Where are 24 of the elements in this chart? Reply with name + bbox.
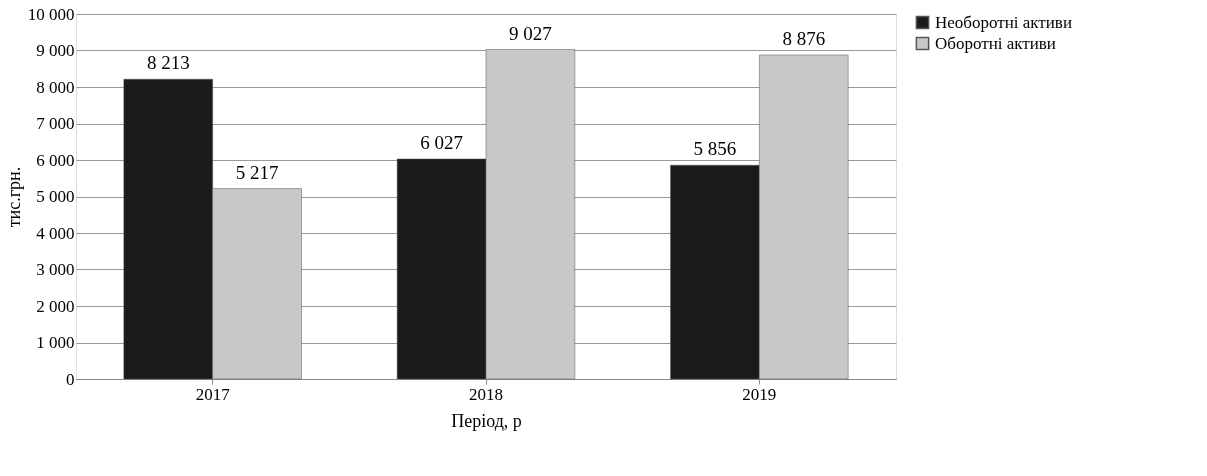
data-label: 8 876 xyxy=(782,28,826,50)
y-tick-label: 7 000 xyxy=(36,114,75,133)
y-tick-label: 2 000 xyxy=(36,296,75,316)
x-tick-label: 2017 xyxy=(195,384,231,404)
data-label: 5 856 xyxy=(693,138,737,160)
legend-label: Оборотні активи xyxy=(935,33,1056,53)
y-tick-label: 10 000 xyxy=(27,4,75,24)
legend-label: Необоротні активи xyxy=(935,12,1072,32)
data-label: 6 027 xyxy=(420,132,463,154)
data-label: 5 217 xyxy=(235,161,279,183)
y-tick-label: 5 000 xyxy=(36,187,75,206)
data-label: 8 213 xyxy=(146,52,190,74)
data-label: 9 027 xyxy=(509,22,552,44)
x-axis-title: Період, р xyxy=(451,410,522,431)
y-tick-label: 1 000 xyxy=(36,333,75,352)
x-tick-label: 2019 xyxy=(742,384,777,404)
y-tick-label: 8 000 xyxy=(36,77,75,97)
y-tick-label: 0 xyxy=(66,369,75,389)
y-tick-label: 3 000 xyxy=(36,260,75,279)
y-tick-label: 9 000 xyxy=(36,41,75,60)
x-tick-label: 2018 xyxy=(469,384,503,404)
y-tick-label: 4 000 xyxy=(36,223,75,243)
y-axis-title: тис.грн. xyxy=(3,166,24,228)
y-tick-label: 6 000 xyxy=(36,150,75,170)
